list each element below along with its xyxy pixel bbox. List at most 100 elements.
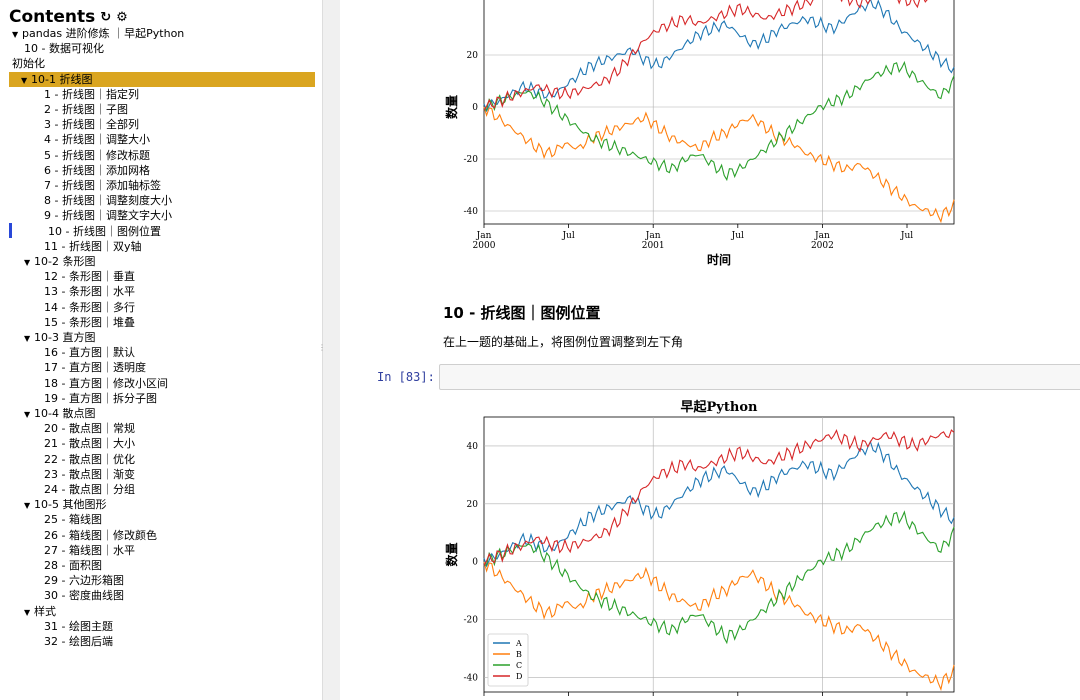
caret-down-icon[interactable]: ▼ — [24, 501, 31, 511]
toc-item-label: 2 - 折线图｜子图 — [44, 103, 128, 116]
toc-item-label: 31 - 绘图主题 — [44, 619, 113, 633]
x-tick-label: 2001 — [642, 241, 665, 251]
toc-item[interactable]: 32 - 绘图后端 — [44, 634, 113, 649]
y-tick-label: 40 — [467, 442, 479, 452]
toc-item-label: pandas 进阶修炼 ｜早起Python — [22, 27, 185, 40]
toc-item[interactable]: 16 - 直方图｜默认 — [44, 345, 135, 360]
toc-item[interactable]: 30 - 密度曲线图 — [44, 588, 124, 603]
toc-item[interactable]: ▼ 样式 — [24, 604, 56, 619]
toc-item[interactable]: 2 - 折线图｜子图 — [44, 102, 128, 117]
legend-label: A — [515, 639, 522, 648]
toc-item[interactable]: ▼ 10-2 条形图 — [24, 254, 95, 269]
toc-item[interactable]: 28 - 面积图 — [44, 558, 102, 573]
toc-item-label: 14 - 条形图｜多行 — [44, 300, 135, 314]
toc-item[interactable]: 23 - 散点图｜渐变 — [44, 467, 135, 482]
toc-item-label: 10-4 散点图 — [34, 407, 96, 420]
y-tick-label: 0 — [472, 558, 478, 568]
plot-frame — [483, 416, 955, 693]
toc-item-label: 10-3 直方图 — [34, 331, 96, 344]
x-axis-label: 时间 — [707, 252, 731, 267]
toc-item[interactable]: 10 - 折线图｜图例位置 — [48, 224, 161, 239]
code-input-cell[interactable] — [439, 364, 1080, 390]
toc-item[interactable]: 12 - 条形图｜垂直 — [44, 269, 135, 284]
toc-item-label: 9 - 折线图｜调整文字大小 — [44, 209, 172, 223]
toc-item[interactable]: ▼ 10-3 直方图 — [24, 330, 95, 345]
series-line-A — [483, 0, 955, 113]
legend-label: C — [516, 661, 522, 670]
caret-down-icon[interactable]: ▼ — [21, 75, 28, 85]
series-line-C — [483, 510, 955, 645]
toc-item[interactable]: 7 - 折线图｜添加轴标签 — [44, 178, 161, 193]
toc-item-label: 10-5 其他图形 — [34, 498, 107, 512]
cell-description: 在上一题的基础上，将图例位置调整到左下角 — [443, 335, 684, 349]
x-tick-label: Jul — [731, 231, 744, 241]
toc-item[interactable]: 11 - 折线图｜双y轴 — [44, 239, 141, 254]
toc-item[interactable]: ▼ pandas 进阶修炼 ｜早起Python — [12, 26, 184, 41]
caret-down-icon[interactable]: ▼ — [24, 334, 31, 343]
toc-item-label: 28 - 面积图 — [44, 559, 102, 572]
refresh-icon[interactable]: ↻ — [100, 9, 112, 24]
toc-item-label: 12 - 条形图｜垂直 — [44, 270, 135, 284]
caret-down-icon[interactable]: ▼ — [12, 30, 19, 39]
resize-handle-icon[interactable]: ⋮ — [318, 343, 326, 352]
toc-item[interactable]: 8 - 折线图｜调整刻度大小 — [44, 193, 172, 208]
toc-item-label: 24 - 散点图｜分组 — [44, 483, 135, 496]
toc-item-label: 22 - 散点图｜优化 — [44, 452, 135, 466]
toc-item[interactable]: ▼ 10-4 散点图 — [24, 406, 95, 421]
legend-label: B — [516, 650, 522, 659]
y-tick-label: -20 — [464, 155, 479, 165]
toc-item[interactable]: 9 - 折线图｜调整文字大小 — [44, 208, 172, 223]
toc-item-label: 8 - 折线图｜调整刻度大小 — [44, 194, 172, 208]
toc-item-label: 20 - 散点图｜常规 — [44, 422, 135, 436]
toc-item[interactable]: 15 - 条形图｜堆叠 — [44, 315, 135, 330]
toc-item[interactable]: 5 - 折线图｜修改标题 — [44, 148, 150, 163]
toc-item[interactable]: ▼ 10-1 折线图 — [9, 71, 315, 87]
toc-item[interactable]: 14 - 条形图｜多行 — [44, 300, 135, 315]
y-tick-label: -40 — [464, 207, 479, 217]
toc-item-label: 5 - 折线图｜修改标题 — [44, 148, 150, 162]
toc-item[interactable]: 初始化 — [12, 56, 45, 71]
series-line-D — [483, 428, 955, 566]
sidebar-divider[interactable] — [322, 0, 340, 700]
toc-item[interactable]: 31 - 绘图主题 — [44, 619, 113, 634]
x-tick-label: 2002 — [811, 241, 834, 251]
toc-item[interactable]: 21 - 散点图｜大小 — [44, 436, 135, 451]
toc-item[interactable]: 3 - 折线图｜全部列 — [44, 117, 139, 132]
toc-item[interactable]: 6 - 折线图｜添加网格 — [44, 163, 150, 178]
toc-item[interactable]: 13 - 条形图｜水平 — [44, 284, 135, 299]
y-tick-label: -20 — [464, 616, 479, 626]
toc-item-label: 23 - 散点图｜渐变 — [44, 467, 135, 481]
toc-item[interactable]: 18 - 直方图｜修改小区间 — [44, 376, 168, 391]
caret-down-icon[interactable]: ▼ — [24, 258, 31, 267]
toc-item[interactable]: 19 - 直方图｜拆分子图 — [44, 391, 157, 406]
toc-item[interactable]: 4 - 折线图｜调整大小 — [44, 132, 150, 147]
y-axis-label: 数量 — [444, 542, 459, 566]
toc-item-label: 11 - 折线图｜双y轴 — [44, 239, 142, 253]
gear-icon[interactable]: ⚙ — [116, 9, 128, 24]
current-section-marker — [9, 223, 12, 238]
caret-down-icon[interactable]: ▼ — [24, 410, 31, 419]
toc-item-label: 6 - 折线图｜添加网格 — [44, 163, 150, 177]
toc-item[interactable]: 10 - 数据可视化 — [24, 41, 104, 56]
toc-item[interactable]: 20 - 散点图｜常规 — [44, 421, 135, 436]
caret-down-icon[interactable]: ▼ — [24, 607, 31, 617]
series-line-C — [483, 60, 955, 182]
toc-item[interactable]: ▼ 10-5 其他图形 — [24, 497, 106, 512]
x-tick-label: Jul — [900, 231, 913, 241]
plot-frame — [483, 0, 955, 225]
toc-item[interactable]: 27 - 箱线图｜水平 — [44, 543, 135, 558]
x-tick-label: Jan — [814, 231, 830, 241]
toc-item[interactable]: 1 - 折线图｜指定列 — [44, 87, 139, 102]
toc-item-label: 15 - 条形图｜堆叠 — [44, 315, 135, 329]
toc-item[interactable]: 22 - 散点图｜优化 — [44, 452, 135, 467]
toc-item[interactable]: 25 - 箱线图 — [44, 512, 102, 527]
toc-item[interactable]: 17 - 直方图｜透明度 — [44, 360, 146, 375]
toc-item[interactable]: 29 - 六边形箱图 — [44, 573, 124, 588]
toc-item-label: 10 - 折线图｜图例位置 — [48, 224, 161, 238]
toc-item-label: 10-1 折线图 — [31, 72, 93, 86]
series-line-B — [483, 561, 955, 692]
toc-item[interactable]: 26 - 箱线图｜修改颜色 — [44, 528, 157, 543]
toc-item[interactable]: 24 - 散点图｜分组 — [44, 482, 135, 497]
